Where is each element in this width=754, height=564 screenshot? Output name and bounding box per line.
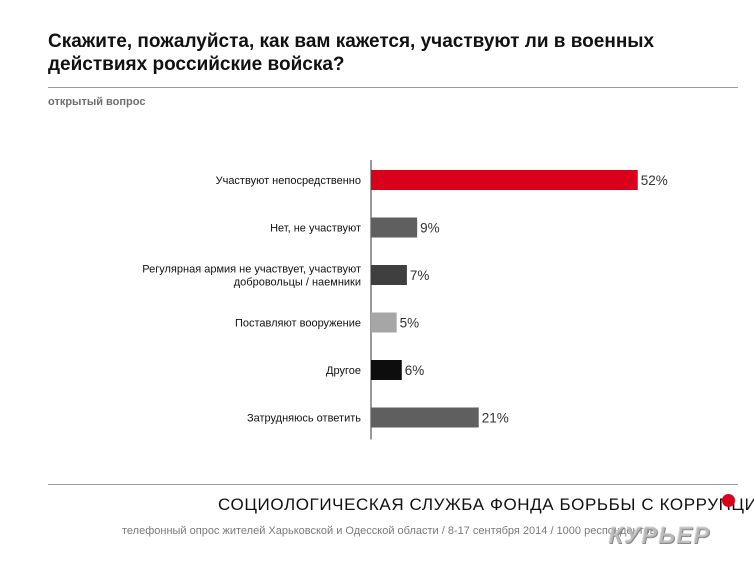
data-label: 21% (482, 411, 509, 426)
organization-name: СОЦИОЛОГИЧЕСКАЯ СЛУЖБА ФОНДА БОРЬБЫ С КО… (218, 495, 754, 514)
category-label: Поставляют вооружение (235, 318, 361, 330)
category-label: Нет, не участвуют (270, 223, 361, 235)
data-label: 7% (410, 268, 430, 283)
data-label: 9% (420, 221, 440, 236)
bottom-divider (48, 484, 738, 485)
category-label: Регулярная армия не участвует, участвуют… (142, 264, 361, 289)
bar (371, 312, 397, 333)
chart-subtitle: открытый вопрос (48, 96, 146, 108)
data-label: 52% (641, 173, 668, 188)
category-label: Затрудняюсь ответить (247, 413, 361, 425)
bar (371, 265, 407, 285)
bar (371, 360, 402, 380)
data-label: 6% (405, 363, 425, 378)
watermark-logo: КУРЬЕР (608, 522, 711, 549)
bar-chart: 52% Участвуют непосредственно 9% Нет, не уч… (142, 160, 668, 440)
category-label: Другое (326, 365, 361, 377)
bar (371, 217, 418, 238)
chart-title: Скажите, пожалуйста, как вам кажется, уч… (48, 31, 655, 75)
top-divider (48, 87, 738, 88)
bar (371, 170, 638, 190)
data-label: 5% (400, 316, 420, 331)
bar (371, 407, 479, 428)
survey-footnote: телефонный опрос жителей Харьковской и О… (122, 525, 656, 537)
category-label: Участвуют непосредственно (216, 175, 361, 187)
red-dot-icon (722, 494, 735, 507)
